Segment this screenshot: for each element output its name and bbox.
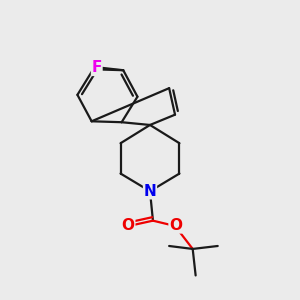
Text: F: F [92,60,102,75]
Text: N: N [144,184,156,199]
Text: O: O [122,218,135,233]
Text: O: O [169,218,182,233]
